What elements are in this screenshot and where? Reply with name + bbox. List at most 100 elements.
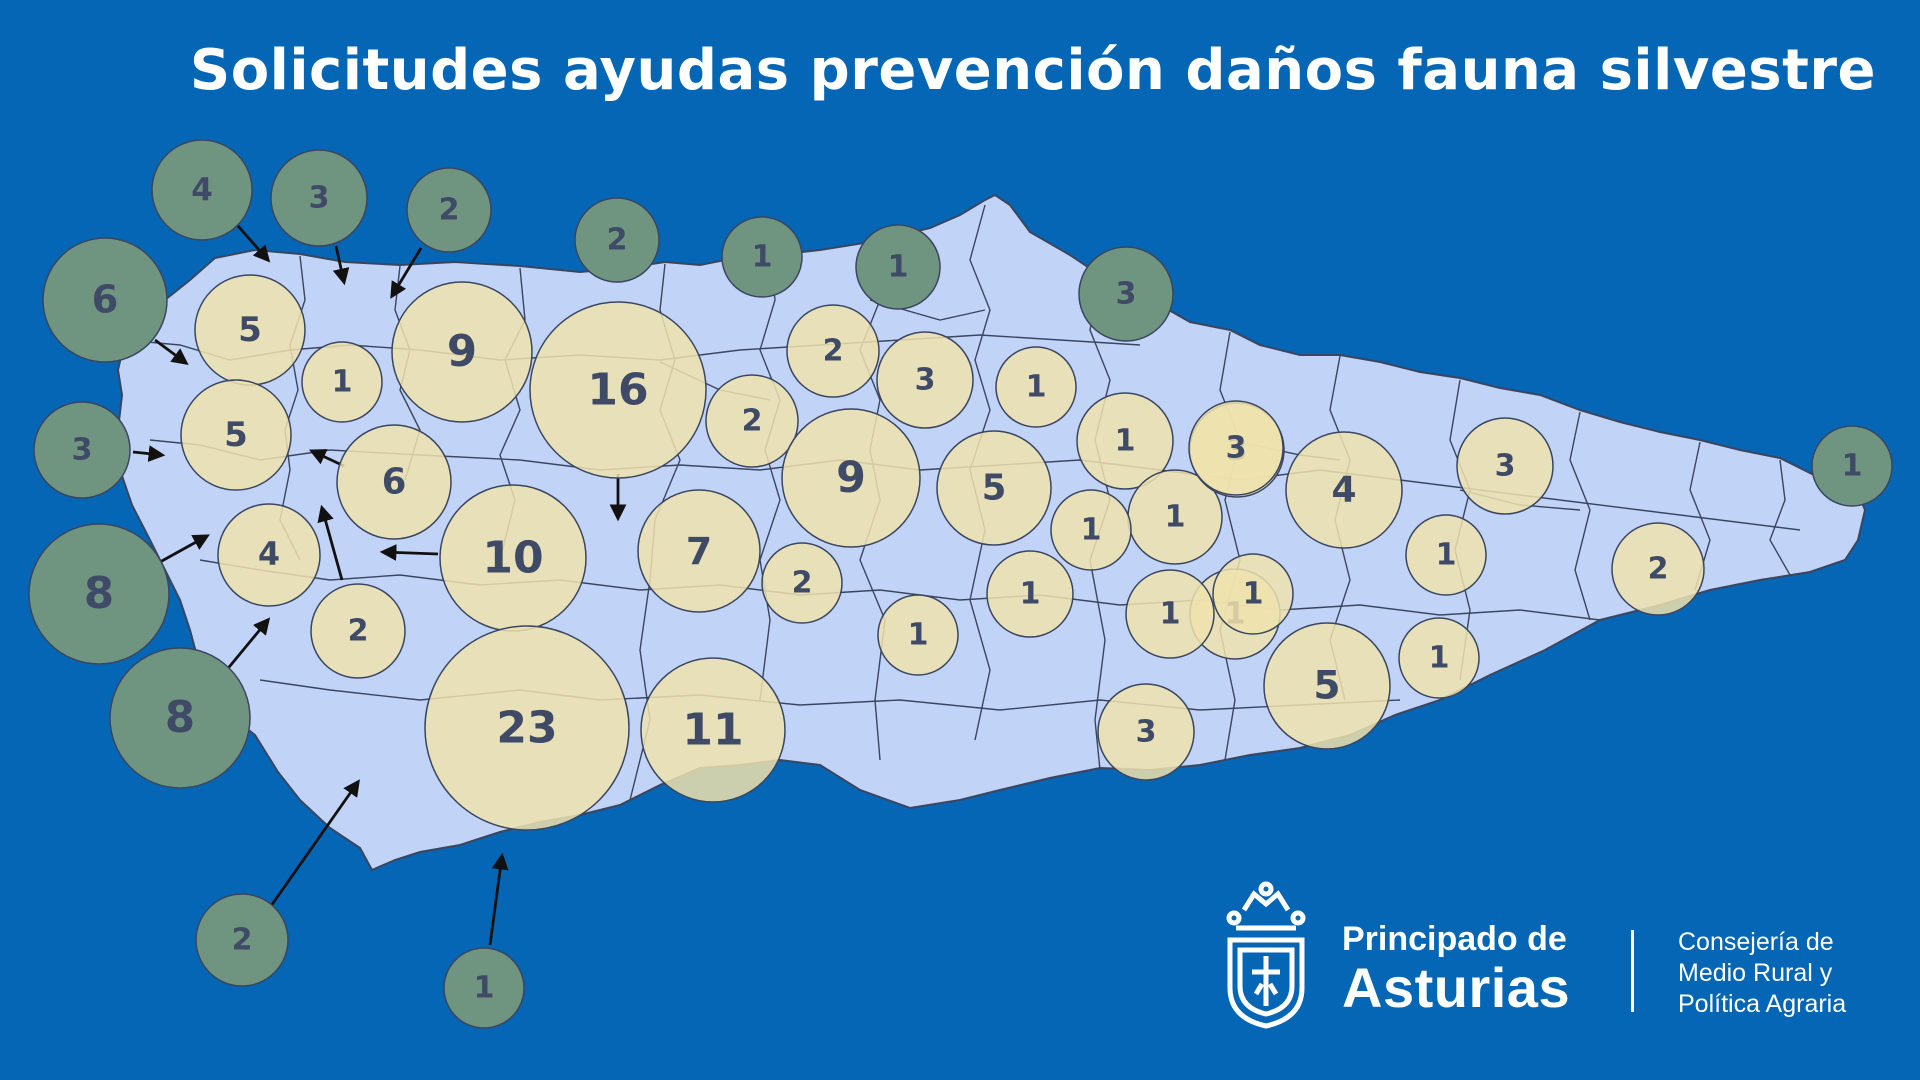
bubble-value: 4 [258, 537, 280, 573]
arrow [159, 534, 210, 564]
bubble-inland: 1 [1398, 617, 1480, 699]
bubble-offmap: 8 [28, 523, 170, 665]
bubble-inland: 23 [424, 625, 630, 831]
bubble-value: 2 [742, 404, 763, 439]
bubble-inland: 1 [301, 341, 383, 423]
bubble-inland: 2 [761, 542, 843, 624]
arrow [223, 617, 271, 673]
bubble-value: 3 [72, 433, 93, 468]
bubble-circle [28, 523, 170, 665]
arrow [236, 225, 271, 263]
bubble-circle [786, 304, 880, 398]
bubble-value: 1 [332, 365, 353, 400]
bubble-circle [1212, 553, 1294, 635]
bubble-circle [270, 149, 368, 247]
bubble-circle [637, 489, 761, 613]
logo-name: Principado de Asturias [1342, 920, 1570, 1018]
bubble-inland: 2 [705, 374, 799, 468]
bubble-value: 1 [1115, 424, 1136, 459]
bubble-inland: 4 [217, 503, 321, 607]
bubble-value: 3 [1116, 277, 1137, 312]
map-title: Solicitudes ayudas prevención daños faun… [189, 38, 1876, 103]
principado-logo: Principado de Asturias Consejería de Med… [1212, 880, 1892, 1040]
bubble-offmap: 1 [1811, 425, 1893, 507]
bubble-value: 10 [482, 533, 543, 584]
bubble-value: 1 [1165, 500, 1186, 535]
bubble-circle [640, 657, 786, 803]
bubble-value: 1 [1429, 641, 1450, 676]
bubble-offmap: 1 [443, 947, 525, 1029]
bubble-circle [195, 893, 289, 987]
bubble-inland: 3 [1456, 417, 1554, 515]
bubble-offmap: 3 [1078, 246, 1174, 342]
bubble-circle [1050, 489, 1132, 571]
bubble-circle [1405, 514, 1487, 596]
bubble-value: 2 [232, 923, 253, 958]
bubble-offmap: 4 [151, 139, 253, 241]
bubble-value: 6 [382, 462, 407, 503]
bubble-value: 9 [836, 453, 866, 503]
bubble-value: 5 [238, 310, 262, 350]
bubble-circle [301, 341, 383, 423]
bubble-offmap: 1 [721, 216, 803, 298]
bubble-value: 2 [823, 334, 844, 369]
bubble-circle [1456, 417, 1554, 515]
arrow [390, 247, 423, 299]
bubble-circle [1611, 522, 1705, 616]
bubble-value: 16 [587, 365, 648, 416]
bubble-value: 1 [1842, 449, 1863, 484]
logo-name-line1: Principado de [1342, 920, 1567, 958]
bubble-inland: 1 [995, 346, 1077, 428]
bubble-layer: 4326388212113151916564102237112239111151… [28, 139, 1893, 1029]
bubble-offmap: 6 [42, 237, 168, 363]
bubble-value: 1 [888, 250, 909, 285]
bubble-circle [1188, 400, 1284, 496]
bubble-circle [180, 379, 292, 491]
bubble-circle [761, 542, 843, 624]
bubble-inland: 5 [180, 379, 292, 491]
bubble-value: 1 [474, 971, 495, 1006]
bubble-circle [1125, 569, 1215, 659]
logo-dept-line1: Consejería de [1678, 928, 1834, 956]
bubble-inland: 1 [1125, 569, 1215, 659]
bubble-circle [877, 594, 959, 676]
bubble-inland: 1 [1405, 514, 1487, 596]
bubble-circle [936, 430, 1052, 546]
bubble-circle [310, 583, 406, 679]
bubble-inland: 16 [529, 301, 707, 479]
bubble-circle [1285, 431, 1403, 549]
bubble-value: 2 [348, 614, 369, 649]
bubble-value: 4 [1331, 470, 1356, 511]
bubble-inland: 1 [1076, 392, 1174, 490]
logo-name-line2: Asturias [1342, 956, 1571, 1019]
bubble-value: 1 [1081, 513, 1102, 548]
bubble-inland: 7 [637, 489, 761, 613]
bubble-value: 2 [792, 566, 813, 601]
bubble-circle [1078, 246, 1174, 342]
bubble-circle [1076, 392, 1174, 490]
bubble-inland: 1 [986, 550, 1074, 638]
bubble-circle [424, 625, 630, 831]
logo-department: Consejería de Medio Rural y Política Agr… [1678, 927, 1846, 1020]
bubble-inland: 2 [310, 583, 406, 679]
bubble-circle [1263, 622, 1391, 750]
arrow [379, 544, 439, 561]
bubble-value: 5 [1313, 664, 1340, 709]
bubble-value: 3 [1495, 449, 1516, 484]
bubble-inland: 11 [640, 657, 786, 803]
bubble-value: 2 [1648, 552, 1669, 587]
bubble-circle [406, 167, 492, 253]
bubble-circle [391, 281, 533, 423]
bubble-value: 1 [752, 240, 773, 275]
bubble-circle [336, 424, 452, 540]
arrow [154, 338, 189, 366]
bubble-inland: 5 [1263, 622, 1391, 750]
bubble-circle [705, 374, 799, 468]
bubble-value: 8 [165, 693, 195, 743]
bubble-value: 1 [1026, 370, 1047, 405]
bubble-circle [855, 224, 941, 310]
bubble-value: 8 [84, 569, 114, 619]
bubble-circle [876, 331, 974, 429]
bubble-inland: 3 [1188, 400, 1284, 496]
bubble-circle [781, 408, 921, 548]
